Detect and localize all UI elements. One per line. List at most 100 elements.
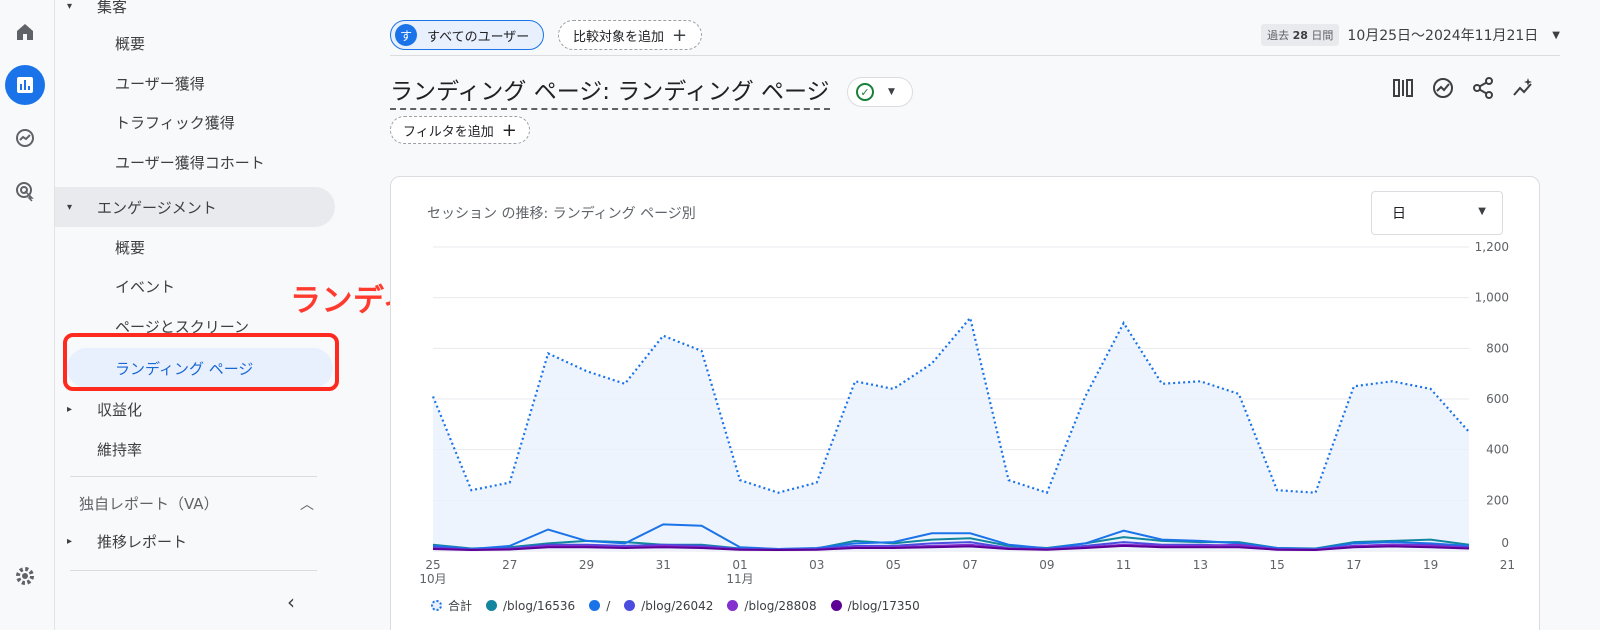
chevron-up-icon[interactable]: ︿ <box>300 497 314 513</box>
series-line <box>432 544 1470 552</box>
x-tick-label: 21 <box>1500 558 1515 572</box>
settings-icon[interactable] <box>5 556 45 596</box>
y-tick-label: 0 <box>1501 536 1509 550</box>
x-tick-label: 01 <box>732 558 747 572</box>
legend-label: /blog/16536 <box>503 598 576 613</box>
caret-right-icon: ▸ <box>67 403 73 415</box>
nav-landing-page[interactable]: ランディング ページ <box>67 348 333 388</box>
date-range-picker[interactable]: 過去 28 日間 10月25日～2024年11月21日 ▼ <box>1261 24 1560 46</box>
add-comparison-button[interactable]: 比較対象を追加 + <box>558 20 703 50</box>
granularity-select[interactable]: 日 ▼ <box>1371 191 1503 235</box>
chart-card: セッション の推移: ランディング ページ別 日 ▼ 0 200 400 600 800… <box>390 176 1540 630</box>
legend-label: /blog/26042 <box>641 598 714 613</box>
legend-item[interactable]: /blog/28808 <box>727 597 817 614</box>
nav-events[interactable]: イベント <box>115 277 176 296</box>
reports-icon[interactable] <box>5 65 45 105</box>
home-icon[interactable] <box>5 12 45 52</box>
plus-icon: + <box>501 119 517 141</box>
add-filter-button[interactable]: フィルタを追加 + <box>390 116 530 144</box>
legend-item[interactable]: 合計 <box>431 597 472 614</box>
nav-acq-overview[interactable]: 概要 <box>115 34 146 53</box>
legend-item[interactable]: /blog/17350 <box>830 597 920 614</box>
legend-swatch <box>486 600 498 611</box>
x-month-label: 10月 <box>419 572 446 586</box>
nav-divider <box>70 570 317 571</box>
date-preset-badge: 過去 28 日間 <box>1261 24 1340 46</box>
caret-down-icon: ▾ <box>67 201 73 213</box>
x-tick-label: 13 <box>1193 558 1208 572</box>
nav-user-acquisition[interactable]: ユーザー獲得 <box>115 74 205 93</box>
legend-item[interactable]: / <box>589 597 610 614</box>
top-bar: す すべてのユーザー 比較対象を追加 + 過去 28 日間 10月25日～202… <box>390 18 1560 56</box>
collapse-nav-icon[interactable]: ‹ <box>287 590 295 614</box>
x-tick-label: 29 <box>579 558 594 572</box>
page-title[interactable]: ランディング ページ: ランディング ページ <box>390 72 830 110</box>
caret-down-icon: ▼ <box>888 87 895 97</box>
plus-icon: + <box>672 24 688 46</box>
x-tick-label: 15 <box>1270 558 1285 572</box>
legend-item[interactable]: /blog/26042 <box>624 597 713 614</box>
legend-swatch <box>830 600 842 611</box>
legend-label: 合計 <box>448 599 473 613</box>
caret-down-icon: ▾ <box>67 0 73 12</box>
total-area-fill <box>433 317 1469 551</box>
main-content: す すべてのユーザー 比較対象を追加 + 過去 28 日間 10月25日～202… <box>360 0 1600 630</box>
legend-swatch <box>624 600 636 611</box>
x-tick-label: 19 <box>1423 558 1438 572</box>
nav-retention[interactable]: 維持率 <box>97 440 143 459</box>
y-tick-label: 200 <box>1486 493 1509 507</box>
share-icon[interactable] <box>1471 76 1495 100</box>
nav-pages-screens[interactable]: ページとスクリーン <box>115 317 249 336</box>
report-nav: ▾ 集客 概要 ユーザー獲得 トラフィック獲得 ユーザー獲得コホート ▾ エンゲ… <box>55 0 345 630</box>
legend-label: /blog/28808 <box>744 598 817 613</box>
insights-icon[interactable] <box>1431 76 1455 100</box>
caret-down-icon: ▼ <box>1552 29 1560 41</box>
left-rail <box>0 0 55 630</box>
advertising-icon[interactable] <box>5 171 45 211</box>
nav-eng-overview[interactable]: 概要 <box>115 238 146 257</box>
caret-down-icon: ▼ <box>1478 206 1486 217</box>
nav-traffic-acquisition[interactable]: トラフィック獲得 <box>115 113 235 132</box>
nav-acquisition-cohort[interactable]: ユーザー獲得コホート <box>115 153 265 172</box>
x-tick-label: 07 <box>963 558 978 572</box>
x-tick-label: 11 <box>1116 558 1131 572</box>
x-tick-label: 25 <box>425 558 440 572</box>
x-tick-label: 27 <box>502 558 517 572</box>
caret-right-icon: ▸ <box>67 535 73 547</box>
user-segment-chip[interactable]: す すべてのユーザー <box>390 20 545 50</box>
nav-monetization[interactable]: ▸ 収益化 <box>67 400 143 419</box>
x-month-label: 11月 <box>726 572 753 586</box>
x-tick-label: 05 <box>886 558 901 572</box>
x-tick-label: 09 <box>1039 558 1054 572</box>
x-tick-label: 31 <box>656 558 671 572</box>
annotation-highlight-box <box>63 333 339 391</box>
sparkle-insights-icon[interactable] <box>1511 76 1535 100</box>
compare-view-icon[interactable] <box>1391 76 1415 100</box>
legend-label: /blog/17350 <box>847 598 920 613</box>
y-tick-label: 800 <box>1486 341 1509 355</box>
y-tick-label: 600 <box>1486 392 1509 406</box>
nav-acquisition[interactable]: ▾ 集客 <box>67 0 128 16</box>
date-range-text: 10月25日～2024年11月21日 <box>1347 28 1539 44</box>
chart-title: セッション の推移: ランディング ページ別 <box>427 206 696 222</box>
check-circle-icon: ✓ <box>856 83 874 101</box>
add-filter-label: フィルタを追加 <box>403 124 494 140</box>
legend-swatch <box>431 600 442 611</box>
nav-trend-report[interactable]: ▸ 推移レポート <box>67 532 188 551</box>
segment-badge: す <box>395 24 417 46</box>
x-tick-label: 03 <box>809 558 824 572</box>
legend-swatch <box>727 600 739 611</box>
y-tick-label: 400 <box>1486 443 1509 457</box>
legend-item[interactable]: /blog/16536 <box>486 597 575 614</box>
segment-label: すべてのユーザー <box>427 29 530 45</box>
custom-section-label[interactable]: 独自レポート（VA） <box>79 495 219 513</box>
sessions-line-chart[interactable]: 0 200 400 600 800 1,000 1,200 25 27 29 31 01 03 05 07 0… <box>391 177 1541 630</box>
legend-label: / <box>606 598 611 613</box>
data-quality-chip[interactable]: ✓ ▼ <box>847 77 913 107</box>
chart-legend: 合計/blog/16536 / /blog/26042/blog/28808/blo… <box>431 597 920 614</box>
y-tick-label: 1,000 <box>1475 291 1509 305</box>
nav-divider <box>70 476 317 477</box>
explore-icon[interactable] <box>5 118 45 158</box>
nav-engagement[interactable]: ▾ エンゲージメント <box>55 187 335 227</box>
add-comparison-label: 比較対象を追加 <box>573 29 665 45</box>
